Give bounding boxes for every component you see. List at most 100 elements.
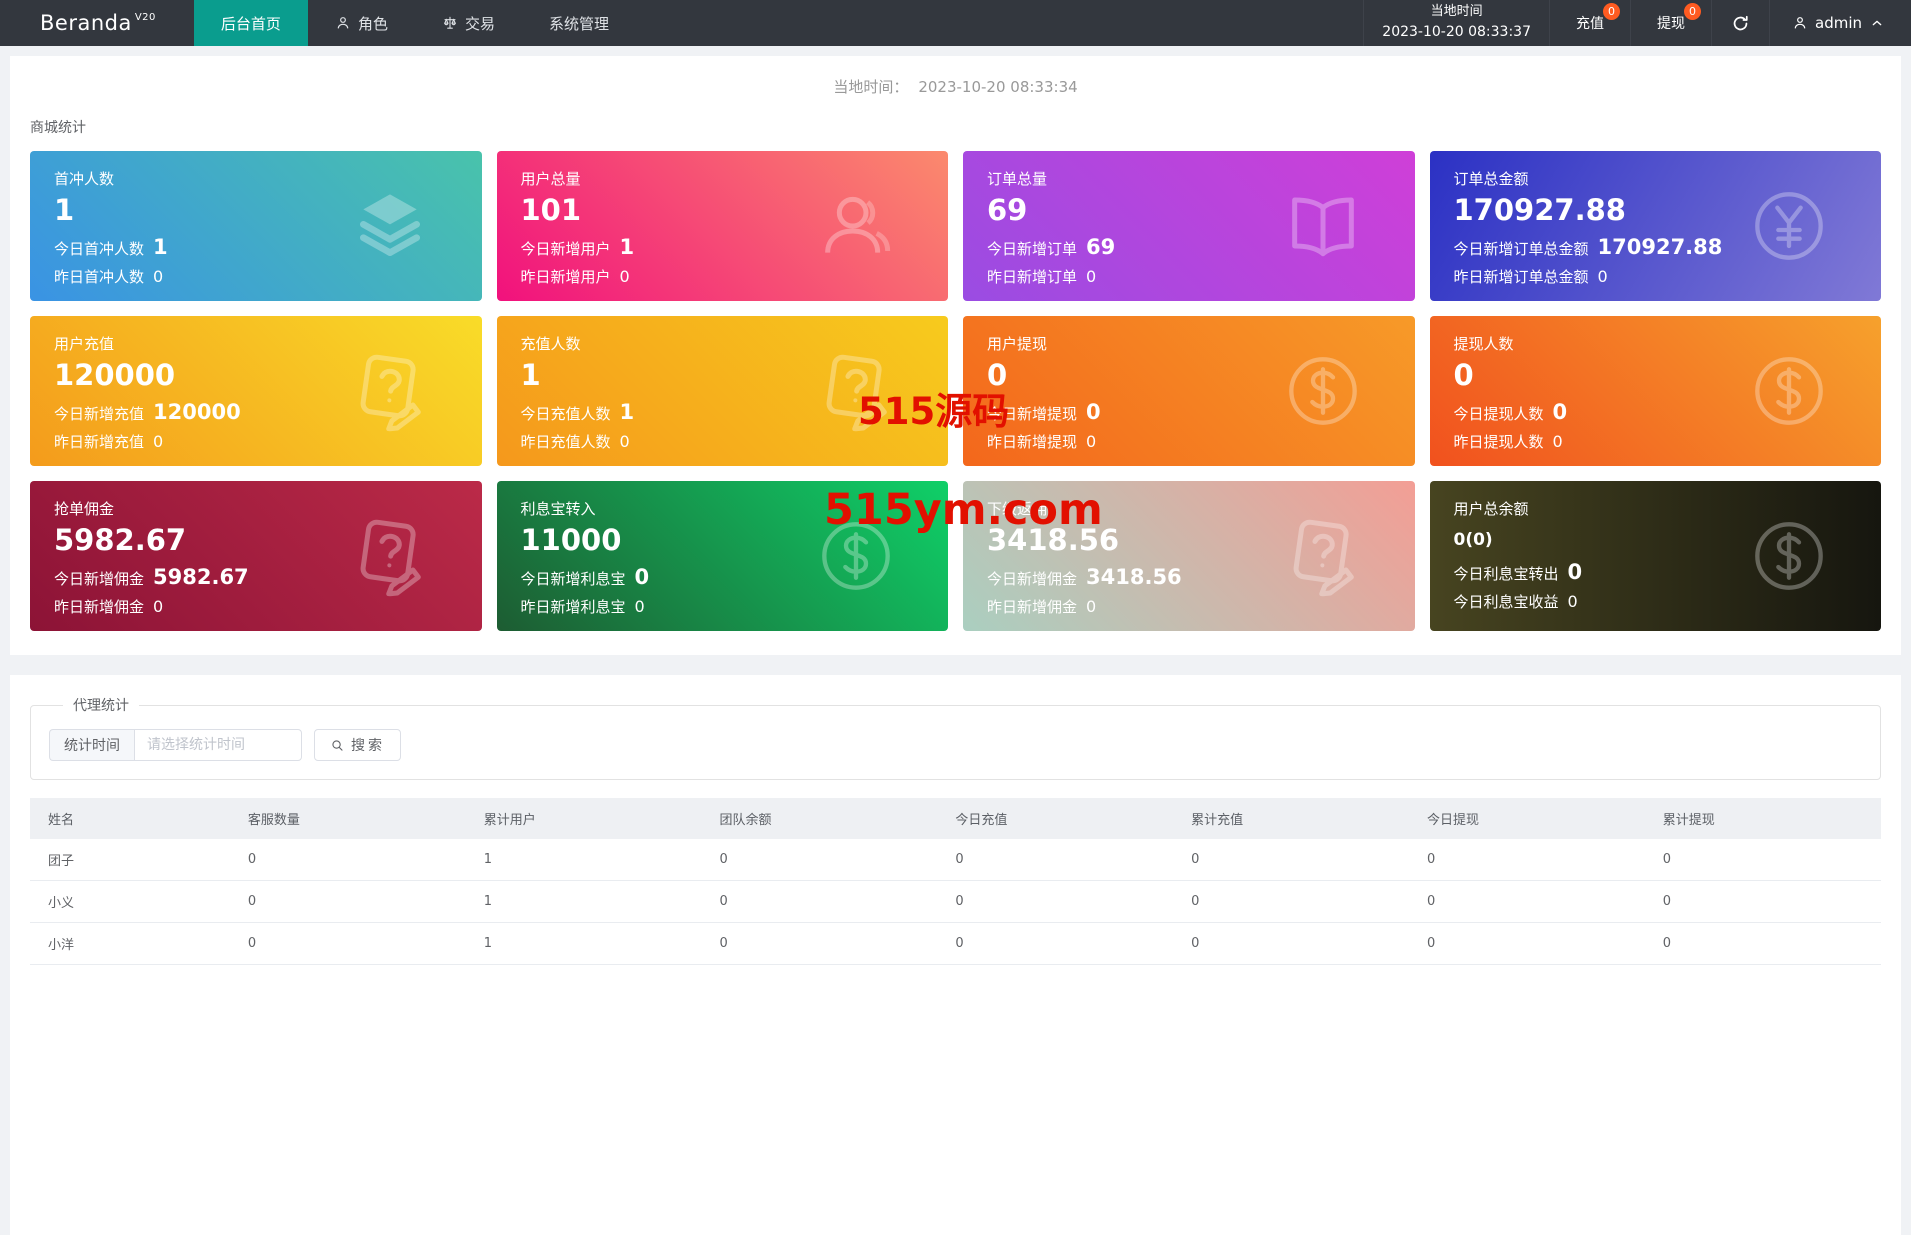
table-header-cell: 团队余额: [701, 798, 938, 839]
card-line-value: 0: [1567, 591, 1578, 611]
card-yesterday-line: 昨日新增用户 0: [521, 266, 925, 287]
nav-item-2[interactable]: 交易: [415, 0, 522, 46]
card-line-value: 1: [153, 234, 168, 259]
card-value: 0: [987, 358, 1008, 392]
card-yesterday-line: 昨日新增充值 0: [54, 431, 458, 452]
username: admin: [1815, 14, 1862, 32]
table-cell: 0: [1173, 922, 1409, 965]
card-line-value: 1: [619, 234, 635, 259]
card-today-line: 今日新增订单总金额 170927.88: [1454, 235, 1858, 259]
table-cell: 1: [465, 922, 702, 965]
card-value: 1: [54, 193, 75, 227]
card-line-label: 今日利息宝转出: [1453, 564, 1559, 583]
table-cell: 0: [1173, 880, 1409, 923]
table-cell: 小洋: [30, 922, 230, 965]
card-line-label: 今日提现人数: [1453, 404, 1544, 423]
stat-time-input[interactable]: [134, 729, 302, 761]
card-line-value: 0: [153, 596, 164, 616]
card-title: 利息宝转入: [520, 500, 596, 518]
panel-time-label: 当地时间：: [833, 78, 909, 96]
table-header-row: 姓名 客服数量 累计用户 团队余额 今日充值 累计充值 今日提现 累计提现: [30, 798, 1881, 839]
card-line-label: 今日新增佣金: [987, 569, 1078, 588]
stat-card: 抢单佣金 5982.67 今日新增佣金 5982.67 昨日新增佣金 0: [30, 481, 482, 631]
card-value: 69: [987, 193, 1028, 227]
stat-card: 用户提现 0 今日新增提现 0 昨日新增提现 0: [963, 316, 1415, 466]
stat-card: 充值人数 1 今日充值人数 1 昨日充值人数 0: [496, 316, 948, 466]
card-title: 用户总余额: [1453, 500, 1529, 518]
card-value: 11000: [520, 523, 622, 557]
card-today-line: 今日新增佣金 3418.56: [987, 565, 1391, 589]
refresh-button[interactable]: [1711, 0, 1769, 46]
card-value: 0(0): [1453, 530, 1493, 550]
card-line-label: 昨日新增订单: [987, 267, 1078, 286]
card-line-label: 今日新增订单: [987, 239, 1078, 258]
card-title: 首冲人数: [54, 170, 115, 188]
nav-item-label: 交易: [464, 14, 495, 33]
table-cell: 0: [229, 880, 466, 923]
agent-legend: 代理统计: [73, 698, 129, 714]
card-line-value: 0: [619, 431, 630, 451]
card-line-value: 0: [1597, 266, 1608, 286]
stat-card: 提现人数 0 今日提现人数 0 昨日提现人数 0: [1429, 316, 1881, 466]
nav-item-label: 后台首页: [220, 14, 281, 33]
local-time-value: 2023-10-20 08:33:37: [1382, 24, 1531, 41]
app-logo-text: Beranda: [40, 11, 132, 35]
card-title: 订单总量: [987, 170, 1048, 188]
card-today-line: 今日新增利息宝 0: [521, 565, 925, 589]
stat-card: 订单总金额 170927.88 今日新增订单总金额 170927.88 昨日新增…: [1429, 151, 1881, 301]
contract-icon: [350, 351, 430, 432]
card-value: 1: [520, 358, 541, 392]
dollar-circle-icon: [1283, 351, 1363, 431]
card-yesterday-line: 昨日新增佣金 0: [54, 596, 458, 617]
card-line-value: 0: [1086, 266, 1097, 286]
withdraw-label: 提现: [1657, 16, 1685, 32]
card-line-value: 0: [634, 596, 645, 616]
card-value: 0: [1453, 358, 1474, 392]
table-cell: 0: [1408, 880, 1645, 923]
card-line-value: 69: [1086, 234, 1116, 259]
card-yesterday-line: 昨日新增提现 0: [987, 431, 1391, 452]
stat-card: 下级返佣 3418.56 今日新增佣金 3418.56 昨日新增佣金 0: [963, 481, 1415, 631]
stat-time-input-group: 统计时间: [49, 729, 302, 761]
card-today-line: 今日提现人数 0: [1454, 400, 1858, 424]
app-version: V20: [134, 11, 156, 23]
card-yesterday-line: 昨日新增订单总金额 0: [1454, 266, 1858, 287]
nav-item-label: 角色: [357, 14, 388, 33]
card-line-value: 120000: [153, 399, 241, 424]
card-value: 5982.67: [54, 523, 187, 557]
table-cell: 0: [937, 880, 1174, 923]
nav-item-0[interactable]: 后台首页: [193, 0, 308, 46]
withdraw-badge: 0: [1684, 3, 1701, 20]
card-line-value: 0: [153, 431, 164, 451]
search-button[interactable]: 搜索: [314, 729, 401, 761]
card-yesterday-line: 昨日充值人数 0: [521, 431, 925, 452]
agent-filter-row: 统计时间 搜索: [49, 729, 1862, 761]
card-title: 用户总量: [520, 170, 581, 188]
user-menu[interactable]: admin: [1769, 0, 1911, 46]
stat-card: 首冲人数 1 今日首冲人数 1 昨日首冲人数 0: [30, 151, 482, 301]
person-icon: [1792, 15, 1808, 31]
panel-local-time: 当地时间： 2023-10-20 08:33:34: [30, 76, 1881, 97]
section-title-shop-stats: 商城统计: [30, 120, 86, 136]
card-line-value: 0: [1086, 596, 1097, 616]
stat-card: 用户充值 120000 今日新增充值 120000 昨日新增充值 0: [30, 316, 482, 466]
card-line-label: 昨日新增提现: [987, 432, 1078, 451]
withdraw-button[interactable]: 提现 0: [1630, 0, 1711, 46]
nav-item-1[interactable]: 角色: [308, 0, 415, 46]
recharge-button[interactable]: 充值 0: [1549, 0, 1630, 46]
card-line-label: 今日充值人数: [520, 404, 611, 423]
refresh-icon: [1731, 14, 1750, 33]
card-yesterday-line: 昨日新增佣金 0: [987, 596, 1391, 617]
table-cell: 0: [701, 839, 938, 881]
table-cell: 小义: [30, 880, 230, 923]
stat-card: 订单总量 69 今日新增订单 69 昨日新增订单 0: [963, 151, 1415, 301]
card-today-line: 今日首冲人数 1: [54, 235, 458, 259]
card-line-label: 昨日新增佣金: [987, 597, 1078, 616]
stat-card: 用户总量 101 今日新增用户 1 昨日新增用户 0: [496, 151, 948, 301]
table-cell: 0: [937, 922, 1174, 965]
card-line-label: 昨日提现人数: [1453, 432, 1544, 451]
search-icon: [330, 738, 345, 753]
nav-item-3[interactable]: 系统管理: [522, 0, 636, 46]
stat-cards-grid: 首冲人数 1 今日首冲人数 1 昨日首冲人数 0 用户总量 101 今日新增用户…: [30, 151, 1881, 631]
table-cell: 0: [701, 880, 938, 923]
